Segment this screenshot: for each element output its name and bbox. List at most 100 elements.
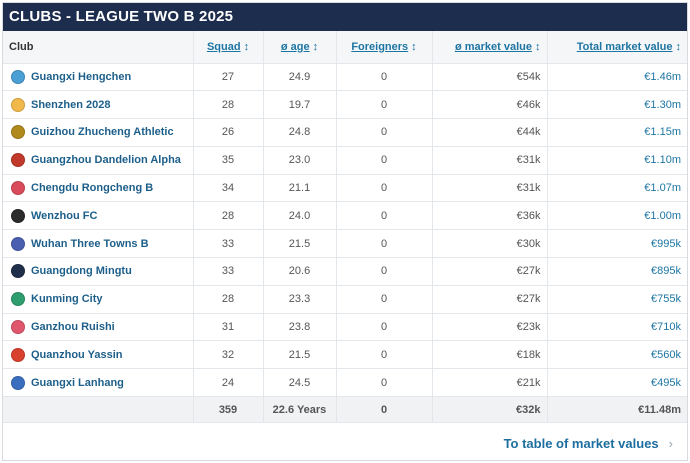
club-cell[interactable]: Guangdong Mingtu xyxy=(3,257,194,286)
col-header-avg-value[interactable]: ø market value ↕ xyxy=(432,31,548,64)
club-cell[interactable]: Ganzhou Ruishi xyxy=(3,313,194,342)
sort-age-link[interactable]: ø age xyxy=(280,40,310,53)
col-header-foreigners[interactable]: Foreigners ↕ xyxy=(336,31,433,64)
club-logo-icon[interactable] xyxy=(11,375,25,390)
club-cell[interactable]: Wuhan Three Towns B xyxy=(3,229,194,259)
club-name-link[interactable]: Guangxi Hengchen xyxy=(31,70,132,83)
foreigners-count: 0 xyxy=(336,313,433,342)
sort-icon[interactable]: ↕ xyxy=(243,40,250,53)
club-name-link[interactable]: Quanzhou Yassin xyxy=(31,348,123,361)
col-header-squad[interactable]: Squad ↕ xyxy=(193,31,264,64)
club-logo-icon[interactable] xyxy=(11,153,25,168)
club-logo-icon[interactable] xyxy=(11,292,25,307)
club-logo-icon[interactable] xyxy=(11,125,25,140)
sort-icon[interactable]: ↕ xyxy=(675,40,682,53)
table-row: Quanzhou Yassin 32 21.5 0 €18k €560k xyxy=(3,340,687,370)
club-name-link[interactable]: Wuhan Three Towns B xyxy=(31,237,149,250)
squad-size[interactable]: 28 xyxy=(193,201,264,231)
clubs-table: Club Squad ↕ ø age ↕ Foreigners ↕ ø market … xyxy=(3,31,687,424)
col-header-age[interactable]: ø age ↕ xyxy=(263,31,337,64)
club-logo-icon[interactable] xyxy=(11,264,25,279)
average-market-value: €31k xyxy=(432,174,548,203)
club-name-link[interactable]: Guangzhou Dandelion Alpha xyxy=(31,154,181,167)
club-logo-icon[interactable] xyxy=(11,236,25,251)
average-age: 20.6 xyxy=(263,257,337,286)
club-logo-icon[interactable] xyxy=(11,97,25,112)
total-market-value[interactable]: €560k xyxy=(547,340,687,370)
squad-size[interactable]: 33 xyxy=(193,229,264,259)
club-logo-icon[interactable] xyxy=(11,69,25,84)
squad-size[interactable]: 28 xyxy=(193,285,264,314)
total-market-value[interactable]: €495k xyxy=(547,368,687,398)
club-cell[interactable]: Wenzhou FC xyxy=(3,201,194,231)
sort-icon[interactable]: ↕ xyxy=(535,40,541,53)
table-row: Guizhou Zhucheng Athletic 26 24.8 0 €44k €1.1… xyxy=(3,118,687,147)
squad-size[interactable]: 34 xyxy=(193,174,264,203)
table-row: Chengdu Rongcheng B 34 21.1 0 €31k €1.07m xyxy=(3,174,687,203)
table-row: Guangzhou Dandelion Alpha 35 23.0 0 €31k €1.1… xyxy=(3,146,687,175)
club-cell[interactable]: Guangzhou Dandelion Alpha xyxy=(3,146,194,175)
club-cell[interactable]: Guizhou Zhucheng Athletic xyxy=(3,118,194,147)
average-market-value: €30k xyxy=(432,229,548,259)
club-name-link[interactable]: Kunming City xyxy=(31,293,103,306)
chevron-right-icon[interactable]: › xyxy=(668,436,673,451)
sort-total-value-link[interactable]: Total market value xyxy=(576,40,673,53)
total-market-value[interactable]: €995k xyxy=(547,229,687,259)
average-market-value: €44k xyxy=(432,118,548,147)
club-cell[interactable]: Guangxi Lanhang xyxy=(3,368,194,398)
total-market-value[interactable]: €895k xyxy=(547,257,687,286)
club-cell[interactable]: Chengdu Rongcheng B xyxy=(3,174,194,203)
squad-size[interactable]: 24 xyxy=(193,368,264,398)
squad-size[interactable]: 31 xyxy=(193,313,264,342)
club-name-link[interactable]: Guangxi Lanhang xyxy=(31,376,124,389)
total-market-value[interactable]: €1.00m xyxy=(547,201,687,231)
club-name-link[interactable]: Shenzhen 2028 xyxy=(31,98,111,111)
average-market-value: €18k xyxy=(432,340,548,370)
total-market-value[interactable]: €1.15m xyxy=(547,118,687,147)
club-cell[interactable]: Shenzhen 2028 xyxy=(3,90,194,120)
squad-size[interactable]: 35 xyxy=(193,146,264,175)
club-name-link[interactable]: Guizhou Zhucheng Athletic xyxy=(31,126,174,139)
squad-size[interactable]: 33 xyxy=(193,257,264,286)
club-cell[interactable]: Kunming City xyxy=(3,285,194,314)
squad-size[interactable]: 32 xyxy=(193,340,264,370)
club-logo-icon[interactable] xyxy=(11,347,25,362)
total-age: 22.6 Years xyxy=(263,396,337,424)
club-name-link[interactable]: Wenzhou FC xyxy=(31,209,98,222)
total-market-value[interactable]: €1.30m xyxy=(547,90,687,120)
total-market-value[interactable]: €710k xyxy=(547,313,687,342)
average-age: 24.0 xyxy=(263,201,337,231)
average-market-value: €36k xyxy=(432,201,548,231)
club-name-link[interactable]: Ganzhou Ruishi xyxy=(31,321,115,334)
total-squad: 359 xyxy=(193,396,264,424)
sort-avg-value-link[interactable]: ø market value xyxy=(454,40,532,53)
average-market-value: €27k xyxy=(432,257,548,286)
club-name-link[interactable]: Guangdong Mingtu xyxy=(31,265,132,278)
total-market-value[interactable]: €1.10m xyxy=(547,146,687,175)
market-values-link-label[interactable]: To table of market values xyxy=(503,436,659,451)
sort-icon[interactable]: ↕ xyxy=(411,40,417,53)
club-logo-icon[interactable] xyxy=(11,208,25,223)
total-market-value[interactable]: €1.46m xyxy=(547,63,687,92)
market-values-link[interactable]: To table of market values › xyxy=(504,436,673,451)
club-name-link[interactable]: Chengdu Rongcheng B xyxy=(31,182,154,195)
squad-size[interactable]: 28 xyxy=(193,90,264,120)
club-logo-icon[interactable] xyxy=(11,181,25,196)
table-row: Shenzhen 2028 28 19.7 0 €46k €1.30m xyxy=(3,90,687,120)
average-age: 21.5 xyxy=(263,229,337,259)
average-market-value: €46k xyxy=(432,90,548,120)
club-cell[interactable]: Quanzhou Yassin xyxy=(3,340,194,370)
total-market-value[interactable]: €755k xyxy=(547,285,687,314)
average-market-value: €27k xyxy=(432,285,548,314)
squad-size[interactable]: 27 xyxy=(193,63,264,92)
sort-squad-link[interactable]: Squad xyxy=(206,40,241,53)
widget-title: CLUBS - LEAGUE TWO B 2025 xyxy=(3,3,687,31)
club-cell[interactable]: Guangxi Hengchen xyxy=(3,63,194,92)
col-header-total-value[interactable]: Total market value ↕ xyxy=(547,31,687,64)
club-logo-icon[interactable] xyxy=(11,320,25,335)
sort-foreigners-link[interactable]: Foreigners xyxy=(351,40,409,53)
squad-size[interactable]: 26 xyxy=(193,118,264,147)
total-market-value[interactable]: €1.07m xyxy=(547,174,687,203)
sort-icon[interactable]: ↕ xyxy=(312,40,319,53)
